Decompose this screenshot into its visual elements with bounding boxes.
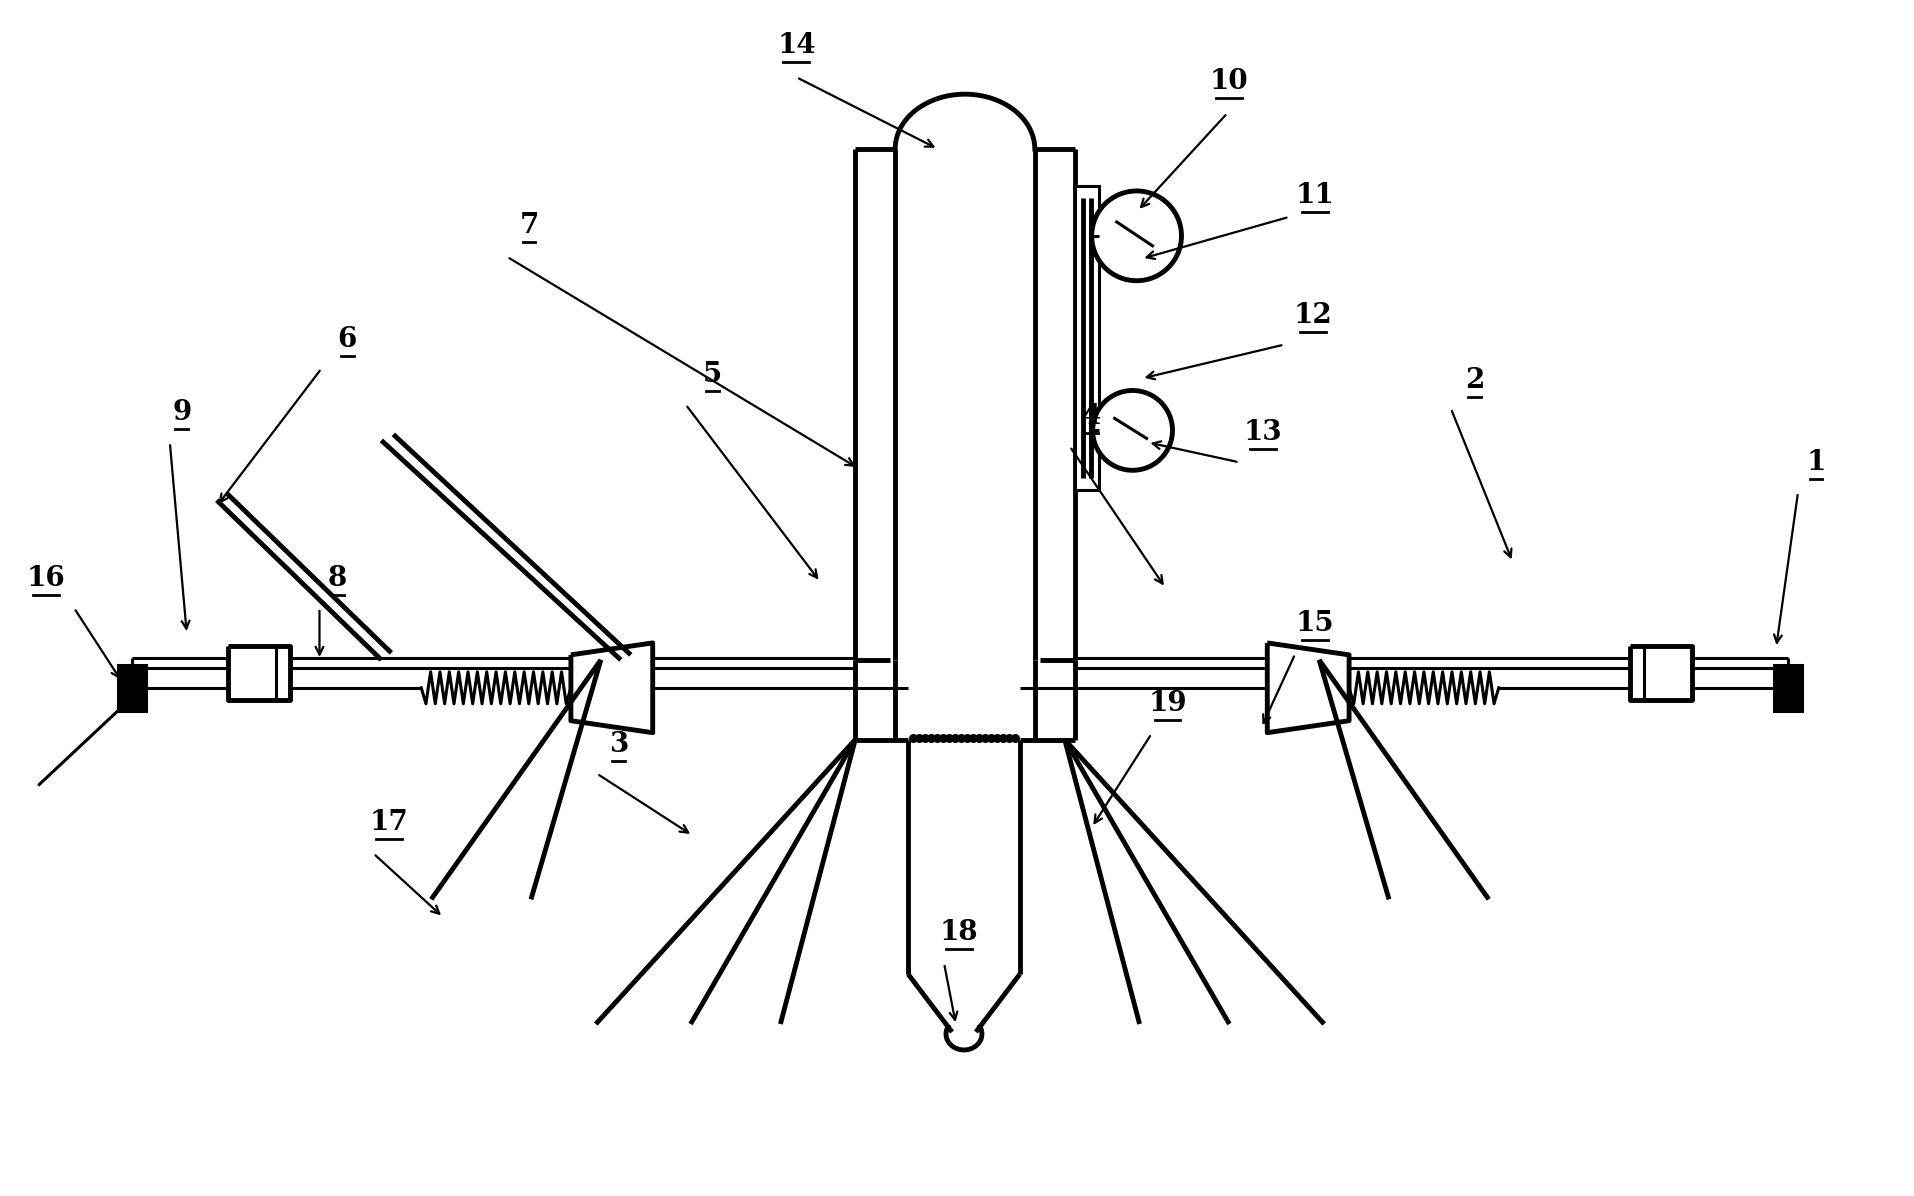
Text: 12: 12	[1294, 301, 1332, 329]
Bar	[119, 665, 145, 710]
Circle shape	[1091, 191, 1181, 281]
Text: 3: 3	[609, 731, 628, 757]
Polygon shape	[1629, 646, 1692, 700]
Text: 13: 13	[1244, 420, 1282, 446]
Text: 18: 18	[940, 920, 978, 946]
Text: 4: 4	[1081, 403, 1101, 431]
Circle shape	[1093, 390, 1171, 470]
Text: 7: 7	[519, 212, 538, 239]
Text: 14: 14	[777, 32, 815, 60]
Text: 8: 8	[327, 565, 346, 592]
Polygon shape	[1267, 643, 1347, 733]
Text: 11: 11	[1296, 182, 1334, 209]
Text: 1: 1	[1805, 450, 1824, 476]
Text: 16: 16	[27, 565, 65, 592]
Polygon shape	[228, 646, 289, 700]
Text: 5: 5	[702, 361, 722, 389]
Text: 10: 10	[1210, 68, 1248, 96]
Text: 9: 9	[172, 399, 191, 427]
Polygon shape	[570, 643, 653, 733]
Bar	[1074, 185, 1099, 490]
Text: 6: 6	[337, 325, 356, 353]
Text: 19: 19	[1148, 690, 1187, 716]
Bar	[1772, 665, 1801, 710]
Text: 2: 2	[1464, 367, 1483, 395]
Text: 15: 15	[1296, 610, 1334, 637]
Text: 17: 17	[369, 810, 408, 836]
